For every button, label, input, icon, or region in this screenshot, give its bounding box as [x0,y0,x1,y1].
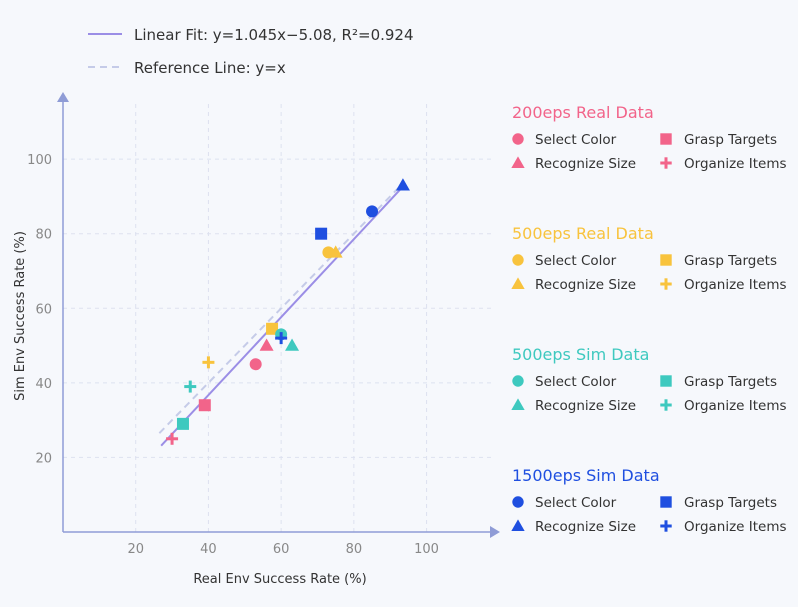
legend-label-500eps-real-data-recognize: Recognize Size [535,277,636,293]
x-tick-label-80: 80 [346,542,363,557]
legend-marker-1500eps-sim-data-recognize [511,519,525,531]
point-200eps-real-data-grasp [198,399,211,412]
legend-marker-1500eps-sim-data-select [512,496,524,508]
legend-label-500eps-real-data-grasp: Grasp Targets [684,253,777,269]
legend-marker-200eps-real-data-organize [660,157,672,169]
linear-fit-line [160,185,404,447]
x-axis-label: Real Env Success Rate (%) [193,572,366,587]
legend-label-500eps-real-data-select: Select Color [535,253,617,269]
legend-marker-500eps-real-data-organize [660,278,672,290]
top-legend: Linear Fit: y=1.045x−5.08, R²=0.924 Refe… [88,26,414,77]
x-tick-label-60: 60 [273,542,290,557]
point-500eps-real-data-organize [202,356,215,369]
y-axis-label: Sim Env Success Rate (%) [13,231,28,401]
point-500eps-sim-data-organize [184,380,197,393]
y-tick-labels: 20 40 60 80 100 [27,153,52,466]
legend-marker-1500eps-sim-data-organize [660,520,672,532]
legend-marker-500eps-sim-data-grasp [660,375,672,387]
point-1500eps-sim-data-recognize [395,178,410,191]
legend-label-1500eps-sim-data-grasp: Grasp Targets [684,495,777,511]
legend-marker-200eps-real-data-recognize [511,156,525,168]
legend-title-500eps-sim-data: 500eps Sim Data [512,345,649,364]
legend-label-1500eps-sim-data-recognize: Recognize Size [535,519,636,535]
legend-label-500eps-sim-data-grasp: Grasp Targets [684,374,777,390]
point-1500eps-sim-data-organize [275,332,288,345]
legend-title-500eps-real-data: 500eps Real Data [512,224,654,243]
y-tick-label-20: 20 [35,451,52,466]
point-500eps-sim-data-recognize [285,338,300,351]
legend-marker-500eps-sim-data-recognize [511,398,525,410]
y-tick-label-60: 60 [35,302,52,317]
point-200eps-real-data-recognize [259,338,274,351]
legend-title-1500eps-sim-data: 1500eps Sim Data [512,466,660,485]
x-tick-label-20: 20 [127,542,144,557]
y-tick-label-100: 100 [27,153,52,168]
legend-marker-1500eps-sim-data-grasp [660,496,672,508]
legend-marker-500eps-real-data-recognize [511,277,525,289]
legend-label-500eps-sim-data-recognize: Recognize Size [535,398,636,414]
fit-legend-label: Linear Fit: y=1.045x−5.08, R²=0.924 [134,26,414,44]
point-500eps-sim-data-grasp [176,417,189,430]
legend-label-200eps-real-data-select: Select Color [535,132,617,148]
point-500eps-real-data-recognize [328,245,343,258]
point-1500eps-sim-data-grasp [315,227,328,240]
x-axis-arrow [490,526,500,538]
x-tick-label-40: 40 [200,542,217,557]
point-200eps-real-data-select [249,358,262,371]
legend-label-1500eps-sim-data-organize: Organize Items [684,519,787,535]
y-tick-label-80: 80 [35,228,52,243]
y-axis-arrow [57,92,69,102]
x-tick-labels: 20 40 60 80 100 [127,542,439,557]
point-500eps-real-data-grasp [266,322,279,335]
legend-marker-500eps-real-data-select [512,254,524,266]
legend-marker-200eps-real-data-select [512,133,524,145]
reference-line [158,184,402,434]
legend-label-500eps-sim-data-select: Select Color [535,374,617,390]
grid-lines [63,100,492,532]
point-1500eps-sim-data-select [366,205,379,218]
data-points [166,178,410,445]
legend-title-200eps-real-data: 200eps Real Data [512,103,654,122]
legend-label-200eps-real-data-recognize: Recognize Size [535,156,636,172]
legend-marker-500eps-real-data-grasp [660,254,672,266]
legend-marker-200eps-real-data-grasp [660,133,672,145]
y-tick-label-40: 40 [35,377,52,392]
x-tick-label-100: 100 [414,542,439,557]
axes [57,92,500,538]
legend-label-500eps-sim-data-organize: Organize Items [684,398,787,414]
legend-label-1500eps-sim-data-select: Select Color [535,495,617,511]
reference-legend-label: Reference Line: y=x [134,59,286,77]
legend-label-200eps-real-data-organize: Organize Items [684,156,787,172]
legend-label-200eps-real-data-grasp: Grasp Targets [684,132,777,148]
point-200eps-real-data-organize [166,432,179,445]
group-legend: 200eps Real Data Select Color Grasp Target… [511,103,787,535]
legend-label-500eps-real-data-organize: Organize Items [684,277,787,293]
legend-marker-500eps-sim-data-organize [660,399,672,411]
legend-marker-500eps-sim-data-select [512,375,524,387]
